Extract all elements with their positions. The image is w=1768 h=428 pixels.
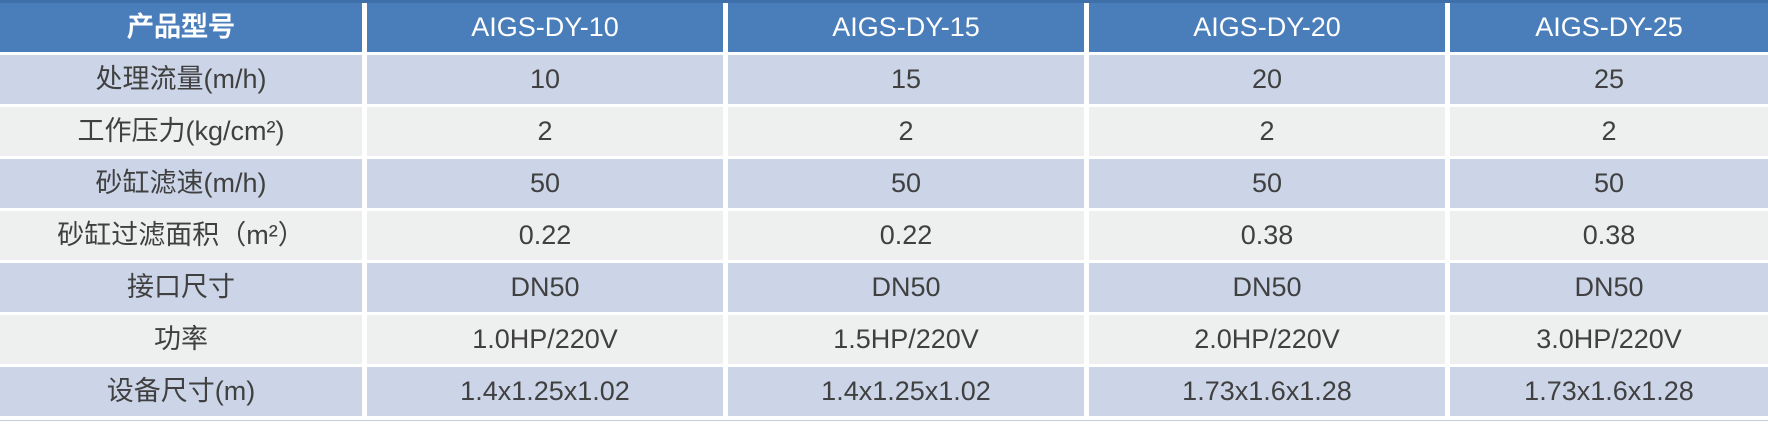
row-working-pressure-value-1: 2 [367,107,723,156]
header-model-col-2: AIGS-DY-15 [728,3,1084,52]
row-power-value-2: 1.5HP/220V [728,315,1084,364]
row-filter-area-value-1: 0.22 [367,211,723,260]
row-filter-speed-label: 砂缸滤速(m/h) [0,159,362,208]
row-power-value-4: 3.0HP/220V [1450,315,1768,364]
row-working-pressure-value-3: 2 [1089,107,1445,156]
row-connection-size-value-4: DN50 [1450,263,1768,312]
row-flow-rate-value-4: 25 [1450,55,1768,104]
row-filter-area-value-2: 0.22 [728,211,1084,260]
row-flow-rate-value-1: 10 [367,55,723,104]
row-working-pressure-value-4: 2 [1450,107,1768,156]
row-filter-speed-value-1: 50 [367,159,723,208]
row-working-pressure-label: 工作压力(kg/cm²) [0,107,362,156]
table-bottom-divider [0,420,1768,421]
row-flow-rate-value-3: 20 [1089,55,1445,104]
header-model-col-3: AIGS-DY-20 [1089,3,1445,52]
row-connection-size-label: 接口尺寸 [0,263,362,312]
header-model-col-1: AIGS-DY-10 [367,3,723,52]
row-working-pressure-value-2: 2 [728,107,1084,156]
header-product-model-label: 产品型号 [0,3,362,52]
row-power-label: 功率 [0,315,362,364]
row-filter-speed-value-4: 50 [1450,159,1768,208]
row-connection-size-value-1: DN50 [367,263,723,312]
row-equipment-size-value-2: 1.4x1.25x1.02 [728,367,1084,416]
row-connection-size-value-2: DN50 [728,263,1084,312]
row-power-value-3: 2.0HP/220V [1089,315,1445,364]
row-filter-area-value-4: 0.38 [1450,211,1768,260]
row-flow-rate-value-2: 15 [728,55,1084,104]
header-model-col-4: AIGS-DY-25 [1450,3,1768,52]
row-connection-size-value-3: DN50 [1089,263,1445,312]
row-equipment-size-value-4: 1.73x1.6x1.28 [1450,367,1768,416]
row-filter-area-label: 砂缸过滤面积（m²） [0,211,362,260]
row-equipment-size-value-1: 1.4x1.25x1.02 [367,367,723,416]
row-equipment-size-label: 设备尺寸(m) [0,367,362,416]
row-equipment-size-value-3: 1.73x1.6x1.28 [1089,367,1445,416]
row-flow-rate-label: 处理流量(m/h) [0,55,362,104]
product-spec-table: 产品型号 AIGS-DY-10 AIGS-DY-15 AIGS-DY-20 AI… [0,0,1768,416]
row-filter-area-value-3: 0.38 [1089,211,1445,260]
row-filter-speed-value-3: 50 [1089,159,1445,208]
row-power-value-1: 1.0HP/220V [367,315,723,364]
row-filter-speed-value-2: 50 [728,159,1084,208]
